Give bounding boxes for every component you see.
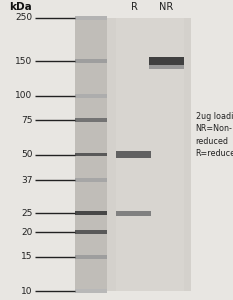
- Bar: [75, 230, 107, 234]
- Bar: [75, 94, 107, 98]
- Bar: [75, 16, 107, 20]
- Bar: [116, 211, 151, 216]
- Bar: [75, 18, 107, 291]
- Text: 150: 150: [15, 57, 33, 66]
- Bar: [75, 152, 107, 157]
- Bar: [75, 178, 107, 182]
- Bar: [75, 255, 107, 259]
- Bar: [75, 18, 191, 291]
- Bar: [149, 57, 184, 66]
- Text: NR: NR: [159, 2, 174, 13]
- Text: 10: 10: [21, 286, 33, 296]
- Bar: [75, 59, 107, 63]
- Bar: [116, 18, 151, 291]
- Text: 250: 250: [16, 14, 33, 22]
- Text: 50: 50: [21, 150, 33, 159]
- Text: R: R: [130, 2, 137, 13]
- Text: 75: 75: [21, 116, 33, 124]
- Text: kDa: kDa: [10, 2, 32, 13]
- Text: 100: 100: [15, 91, 33, 100]
- Text: 15: 15: [21, 252, 33, 261]
- Text: 37: 37: [21, 176, 33, 184]
- Bar: [149, 18, 184, 291]
- Bar: [149, 65, 184, 69]
- Bar: [116, 151, 151, 158]
- Text: 20: 20: [21, 228, 33, 237]
- Text: 2ug loading
NR=Non-
reduced
R=reduced: 2ug loading NR=Non- reduced R=reduced: [196, 112, 233, 158]
- Bar: [75, 211, 107, 215]
- Bar: [75, 289, 107, 293]
- Text: 25: 25: [21, 209, 33, 218]
- Bar: [75, 118, 107, 122]
